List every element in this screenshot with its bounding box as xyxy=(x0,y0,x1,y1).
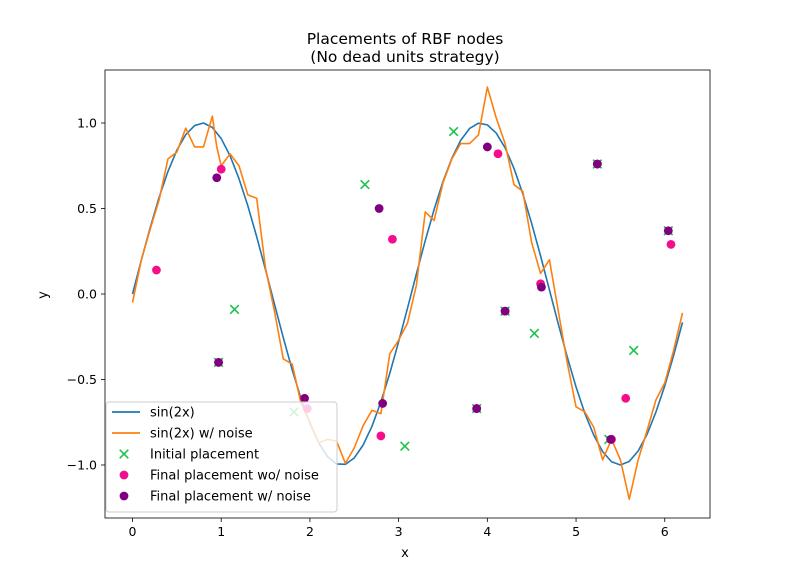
legend-entry: Final placement w/ noise xyxy=(119,490,311,505)
legend-swatch xyxy=(119,470,129,480)
legend-entry: Initial placement xyxy=(119,448,259,463)
final-noise-marker xyxy=(472,404,482,413)
final-no-noise-marker xyxy=(152,265,161,275)
y-tick-label: 0.0 xyxy=(77,287,97,302)
initial-placement-marker xyxy=(448,126,459,137)
final-noise-marker xyxy=(592,159,602,169)
legend-label: Final placement wo/ noise xyxy=(150,469,319,484)
legend-box xyxy=(105,401,338,513)
x-tick-label: 1 xyxy=(217,524,225,539)
legend-entry: Final placement wo/ noise xyxy=(119,469,319,484)
final-no-noise-marker xyxy=(216,164,226,174)
x-axis-label: x xyxy=(401,546,409,561)
x-tick-label: 0 xyxy=(129,524,137,539)
x-tick-label: 3 xyxy=(395,524,403,539)
y-axis-ticks: −1.0 −0.5 0.0 0.5 1.0 xyxy=(67,116,105,472)
series-line-sin-2x- xyxy=(131,122,684,466)
legend-swatch xyxy=(119,449,129,459)
initial-placement-marker xyxy=(399,441,410,452)
x-tick-label: 4 xyxy=(483,524,491,539)
y-axis-label: y xyxy=(36,291,51,299)
final-noise-marker xyxy=(606,434,616,444)
final-noise-marker xyxy=(300,393,309,403)
legend-label: Final placement w/ noise xyxy=(150,490,311,505)
series-line-sin-2x-w-noise xyxy=(131,86,684,500)
initial-placement-marker xyxy=(360,179,370,190)
chart-subtitle: (No dead units strategy) xyxy=(310,48,499,66)
final-no-noise-marker xyxy=(621,393,631,403)
final-noise-marker xyxy=(374,204,384,213)
final-noise-marker xyxy=(212,173,222,183)
final-noise-marker xyxy=(378,399,388,408)
x-tick-label: 2 xyxy=(306,524,314,539)
final-no-noise-marker xyxy=(376,431,386,441)
y-tick-label: −1.0 xyxy=(67,457,97,472)
chart-title: Placements of RBF nodes xyxy=(307,30,504,48)
legend-label: Initial placement xyxy=(150,448,259,463)
legend-label: sin(2x) xyxy=(150,406,195,421)
initial-placement-marker xyxy=(529,328,540,339)
y-tick-label: 0.5 xyxy=(77,201,97,216)
final-noise-marker xyxy=(482,142,492,152)
x-axis-ticks: 0 1 2 3 4 5 6 xyxy=(129,518,669,539)
y-tick-label: 1.0 xyxy=(77,116,97,131)
final-no-noise-marker xyxy=(388,234,397,244)
legend-entry: sin(2x) xyxy=(112,406,195,421)
legend-swatch xyxy=(119,491,129,501)
y-tick-label: −0.5 xyxy=(67,372,97,387)
legend-entry: sin(2x) w/ noise xyxy=(112,427,253,442)
final-noise-marker xyxy=(500,306,510,316)
legend-label: sin(2x) w/ noise xyxy=(150,427,253,442)
final-noise-marker xyxy=(214,357,223,367)
initial-placement-marker xyxy=(628,345,639,356)
final-noise-marker xyxy=(537,282,546,292)
final-no-noise-marker xyxy=(666,240,676,249)
legend: sin(2x) sin(2x) w/ noise Initial placement… xyxy=(105,401,338,513)
final-noise-marker xyxy=(663,226,673,236)
final-no-noise-marker xyxy=(493,149,503,159)
x-tick-label: 5 xyxy=(572,524,580,539)
x-tick-label: 6 xyxy=(661,524,669,539)
initial-placement-marker xyxy=(229,304,240,315)
